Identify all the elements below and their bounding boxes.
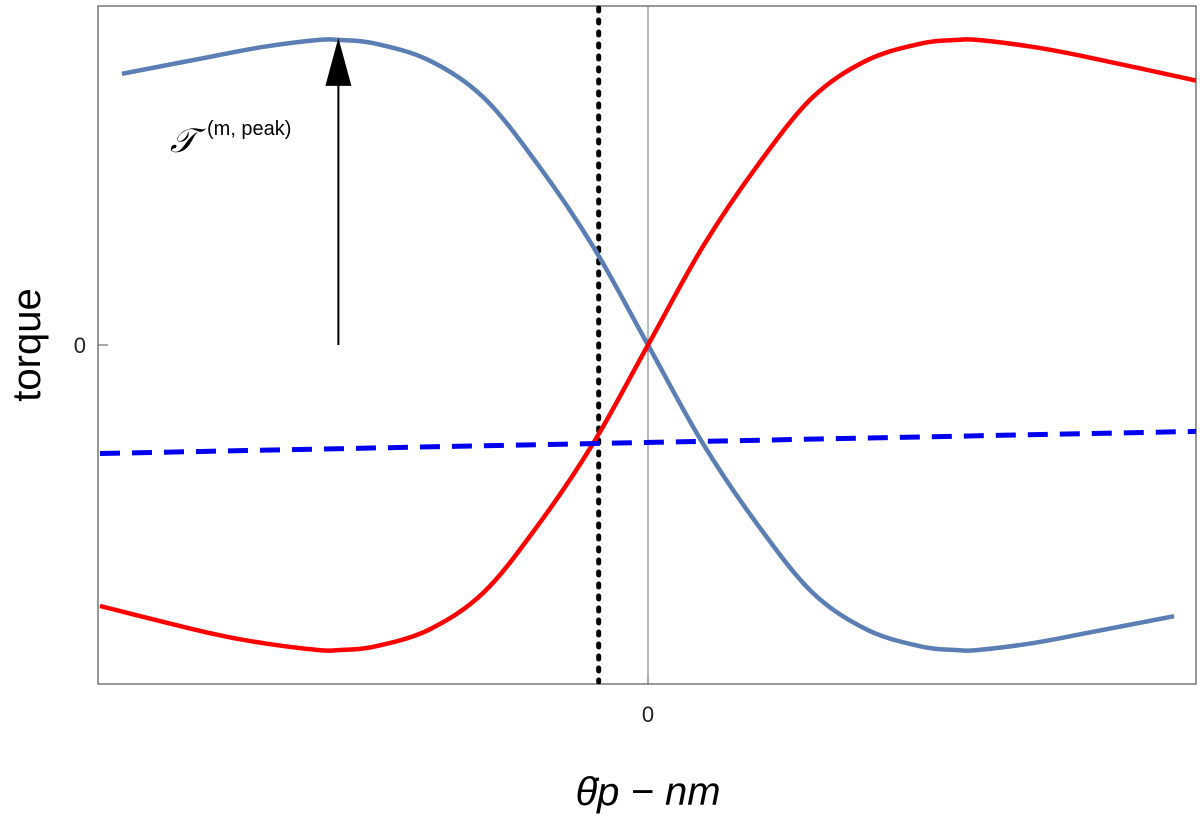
x-axis-title: θ̇p − nm — [575, 770, 720, 814]
x-tick-label: 0 — [642, 702, 654, 727]
y-axis-title: torque — [5, 288, 49, 401]
series-line-3 — [99, 428, 1197, 456]
peak-annotation-superscript: (m, peak) — [207, 118, 291, 140]
peak-arrow-head — [325, 37, 352, 86]
series-line-2 — [99, 37, 1197, 653]
peak-annotation-symbol: 𝒯 — [170, 123, 206, 160]
y-tick-label: 0 — [74, 333, 86, 358]
